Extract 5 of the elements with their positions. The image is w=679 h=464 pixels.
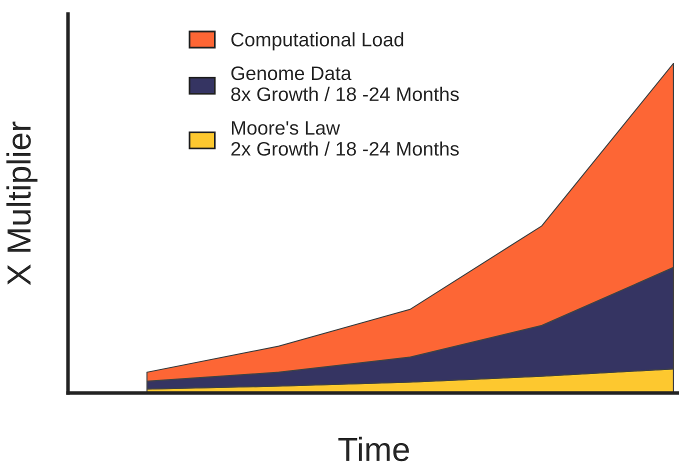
legend-label: Moore's Law 2x Growth / 18 -24 Months — [231, 121, 459, 156]
y-axis-title: X Multiplier — [6, 122, 38, 286]
legend-label: Genome Data 8x Growth / 18 -24 Months — [231, 66, 459, 102]
legend-label: Computational Load — [231, 32, 404, 50]
x-axis-title: Time — [338, 436, 409, 462]
